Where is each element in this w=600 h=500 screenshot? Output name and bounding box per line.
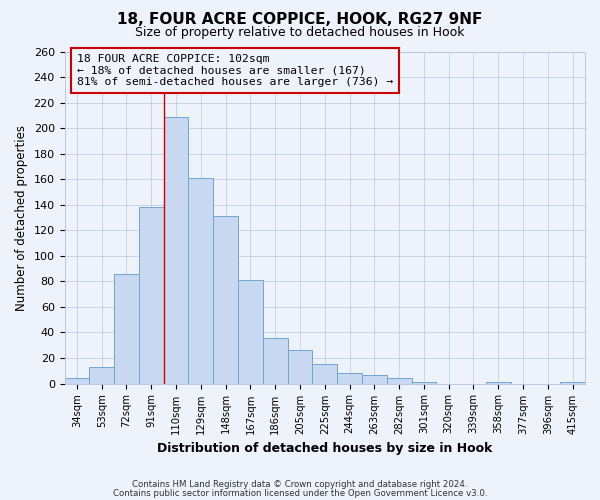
Bar — [560, 382, 585, 384]
Bar — [263, 338, 287, 384]
Bar — [387, 378, 412, 384]
Text: 18, FOUR ACRE COPPICE, HOOK, RG27 9NF: 18, FOUR ACRE COPPICE, HOOK, RG27 9NF — [118, 12, 482, 28]
Bar — [114, 274, 139, 384]
Bar — [164, 116, 188, 384]
Bar — [412, 382, 436, 384]
Text: Contains HM Land Registry data © Crown copyright and database right 2024.: Contains HM Land Registry data © Crown c… — [132, 480, 468, 489]
Bar — [238, 280, 263, 384]
Bar — [486, 382, 511, 384]
Bar — [65, 378, 89, 384]
X-axis label: Distribution of detached houses by size in Hook: Distribution of detached houses by size … — [157, 442, 493, 455]
Bar — [139, 208, 164, 384]
Text: Size of property relative to detached houses in Hook: Size of property relative to detached ho… — [135, 26, 465, 39]
Bar — [337, 374, 362, 384]
Y-axis label: Number of detached properties: Number of detached properties — [15, 124, 28, 310]
Bar — [362, 374, 387, 384]
Bar — [213, 216, 238, 384]
Bar — [287, 350, 313, 384]
Bar — [313, 364, 337, 384]
Bar — [89, 367, 114, 384]
Text: Contains public sector information licensed under the Open Government Licence v3: Contains public sector information licen… — [113, 488, 487, 498]
Text: 18 FOUR ACRE COPPICE: 102sqm
← 18% of detached houses are smaller (167)
81% of s: 18 FOUR ACRE COPPICE: 102sqm ← 18% of de… — [77, 54, 393, 88]
Bar — [188, 178, 213, 384]
